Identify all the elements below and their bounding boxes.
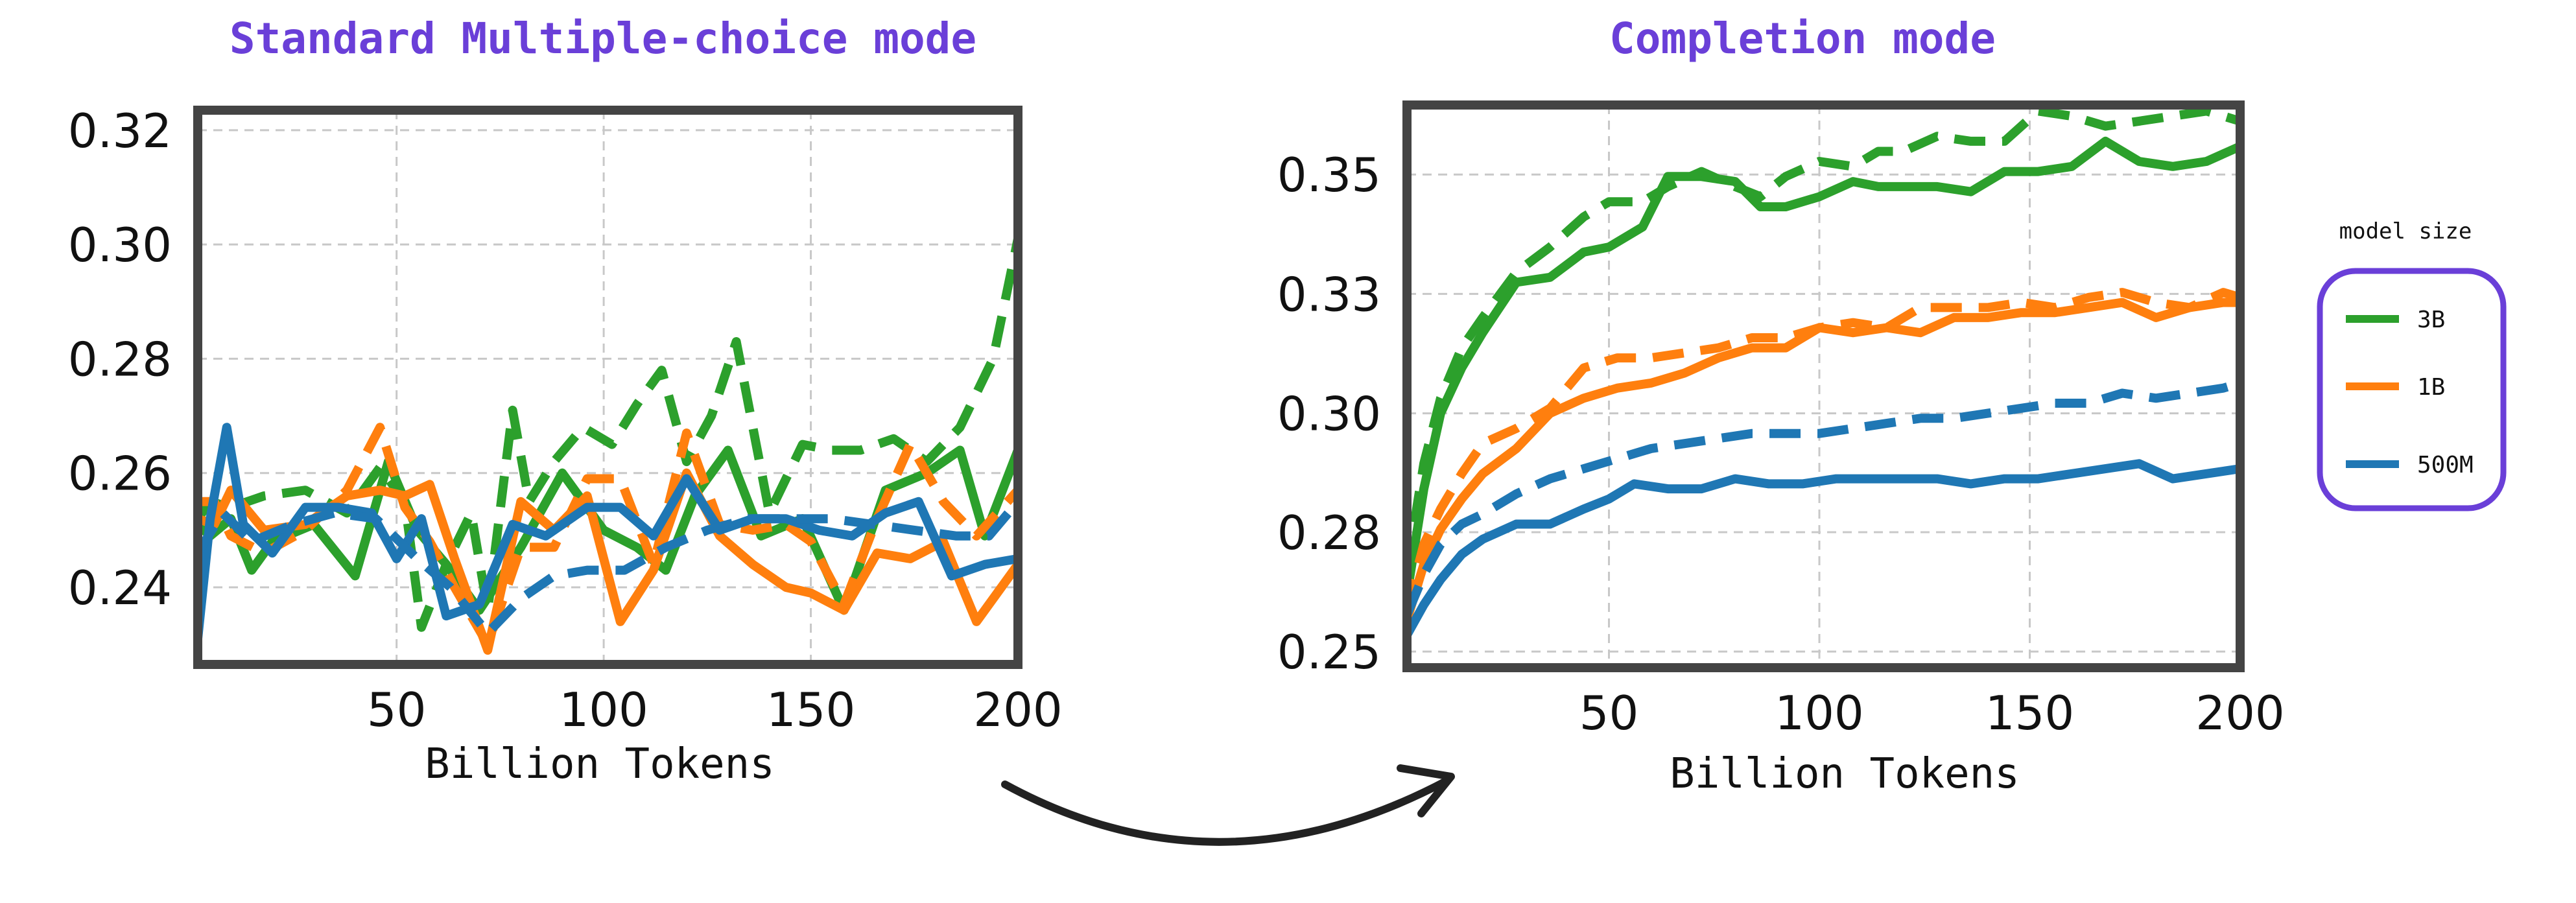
cm-series-1b-dashed	[1402, 288, 2241, 611]
mc-xtick-label: 100	[559, 683, 648, 737]
mc-xtick-label: 200	[973, 683, 1062, 737]
cm-series-500m-solid	[1402, 459, 2241, 637]
mc-xtick-label: 50	[367, 683, 427, 737]
cm-ytick-label: 0.30	[1277, 387, 1381, 441]
mc-chart: Standard Multiple-choice mode 0.240.260.…	[68, 14, 1063, 788]
completion-y-ticks: 0.25 0.28 0.30 0.33 0.35	[1277, 148, 1381, 679]
cm-series-500m-dashed	[1402, 379, 2242, 617]
completion-x-axis-label: Billion Tokens	[1670, 750, 2019, 798]
transition-arrow	[1001, 764, 1455, 846]
arrow-curve	[1001, 777, 1450, 846]
mc-ytick-label: 0.28	[68, 332, 172, 386]
mc-x-axis-label: Billion Tokens	[425, 740, 774, 788]
mc-series-group	[193, 237, 1022, 655]
legend-title: model size	[2339, 218, 2472, 244]
mc-x-ticks: 50 100 150 200	[367, 683, 1063, 737]
completion-chart-title: Completion mode	[1609, 14, 1996, 64]
mc-ytick-label: 0.32	[68, 104, 172, 158]
mc-ytick-label: 0.30	[68, 218, 172, 272]
cm-series-3b-dashed	[1402, 106, 2242, 570]
cm-series-1b-solid	[1402, 298, 2240, 622]
cm-ytick-label: 0.28	[1277, 506, 1381, 560]
legend: model size 3B 1B 500M	[2317, 218, 2507, 511]
mc-ytick-label: 0.26	[68, 447, 172, 501]
mc-y-ticks: 0.24 0.26 0.28 0.30 0.32	[68, 104, 172, 615]
mc-series-500m-dashed	[194, 498, 1022, 638]
completion-gridlines	[1407, 105, 2241, 668]
legend-entry-1b: 1B	[2346, 374, 2445, 401]
mc-series-1b-solid	[196, 468, 1022, 655]
mc-xtick-label: 150	[766, 683, 855, 737]
cm-xtick-label: 100	[1775, 686, 1863, 740]
arrow-head	[1397, 764, 1455, 817]
legend-entry-3b: 3B	[2346, 307, 2445, 333]
completion-series-group	[1402, 106, 2242, 637]
legend-box	[2317, 268, 2507, 511]
cm-ytick-label: 0.33	[1277, 267, 1381, 322]
legend-entry-500m: 500M	[2346, 452, 2474, 478]
cm-xtick-label: 50	[1579, 686, 1639, 740]
completion-plot-frame	[1402, 100, 2245, 672]
cm-series-3b-solid	[1402, 136, 2242, 596]
mc-ytick-label: 0.24	[68, 561, 172, 615]
cm-ytick-label: 0.35	[1277, 148, 1381, 202]
mc-chart-title: Standard Multiple-choice mode	[230, 14, 976, 64]
completion-x-ticks: 50 100 150 200	[1579, 686, 2285, 740]
mc-plot-frame	[193, 106, 1022, 669]
legend-label-1b: 1B	[2417, 374, 2445, 401]
cm-xtick-label: 200	[2195, 686, 2284, 740]
legend-label-500m: 500M	[2417, 452, 2474, 478]
completion-chart: Completion mode 0.25 0.28 0.30 0.33 0.35 50 1…	[1277, 14, 2285, 798]
cm-ytick-label: 0.25	[1277, 625, 1381, 679]
cm-xtick-label: 150	[1985, 686, 2074, 740]
legend-label-3b: 3B	[2417, 307, 2445, 333]
